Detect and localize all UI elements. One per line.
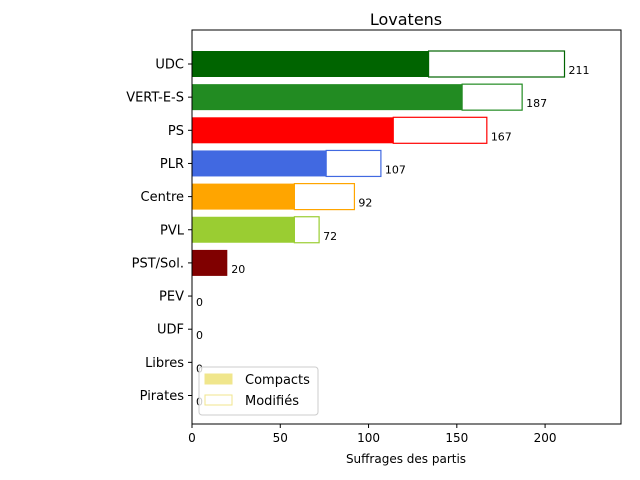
x-tick-label: 50 bbox=[273, 431, 288, 445]
y-tick-label-libres: Libres bbox=[145, 356, 184, 371]
data-label-centre: 92 bbox=[358, 197, 372, 210]
data-label-pev: 0 bbox=[196, 296, 203, 309]
y-tick-labels: UDC VERT-E-S PS PLR Centre PVL PST/Sol. PEV UDF L… bbox=[126, 58, 192, 404]
bar-compacts-vert-e-s bbox=[192, 84, 463, 111]
axes-frame bbox=[191, 29, 622, 425]
data-labels: 2111871671079272200000 bbox=[196, 64, 590, 409]
legend-label-modifies: Modifiés bbox=[245, 394, 299, 409]
bar-modifies-udc bbox=[427, 50, 566, 78]
data-label-plr: 107 bbox=[385, 163, 406, 176]
x-tick-label: 200 bbox=[534, 431, 557, 445]
bars-group bbox=[192, 50, 566, 276]
bar-modifies-pvl bbox=[293, 216, 320, 244]
legend-swatch-modifies bbox=[204, 394, 233, 406]
x-tick-label: 100 bbox=[357, 431, 380, 445]
legend-swatch-compacts bbox=[204, 373, 233, 385]
bar-compacts-pst-sol bbox=[192, 249, 228, 276]
bar-compacts-udc bbox=[192, 51, 429, 77]
axes bbox=[191, 29, 622, 425]
bar-modifies-plr bbox=[325, 149, 382, 178]
x-ticks: 0 50 100 150 200 bbox=[188, 424, 557, 445]
legend-label-compacts: Compacts bbox=[245, 373, 310, 388]
data-label-pst-sol: 20 bbox=[231, 263, 245, 276]
data-label-vert-e-s: 187 bbox=[526, 97, 547, 110]
y-tick-label-pirates: Pirates bbox=[140, 389, 185, 404]
y-tick-label-udf: UDF bbox=[157, 323, 184, 338]
y-tick-label-vert-e-s: VERT-E-S bbox=[126, 91, 184, 106]
legend: Compacts Modifiés bbox=[198, 366, 319, 416]
data-label-ps: 167 bbox=[491, 130, 512, 143]
bar-modifies-centre bbox=[293, 183, 356, 211]
y-tick-label-ps: PS bbox=[168, 124, 184, 139]
bar-compacts-ps bbox=[192, 117, 394, 144]
y-tick-label-pev: PEV bbox=[159, 290, 184, 305]
y-tick-label-udc: UDC bbox=[155, 58, 184, 73]
bar-modifies-vert-e-s bbox=[461, 83, 523, 111]
y-tick-label-plr: PLR bbox=[160, 157, 184, 172]
y-tick-label-pst-sol: PST/Sol. bbox=[132, 256, 184, 271]
bar-compacts-plr bbox=[192, 150, 327, 177]
x-tick-label: 0 bbox=[188, 431, 196, 445]
bar-compacts-centre bbox=[192, 183, 295, 210]
x-axis-label: Suffrages des partis bbox=[346, 452, 466, 466]
chart-title: Lovatens bbox=[370, 10, 442, 29]
y-tick-label-pvl: PVL bbox=[160, 223, 185, 238]
x-tick-label: 150 bbox=[445, 431, 468, 445]
data-label-pvl: 72 bbox=[323, 230, 337, 243]
bar-compacts-pvl bbox=[192, 216, 295, 243]
data-label-udc: 211 bbox=[569, 64, 590, 77]
bar-modifies-ps bbox=[392, 116, 488, 144]
y-tick-label-centre: Centre bbox=[141, 190, 184, 205]
data-label-udf: 0 bbox=[196, 329, 203, 342]
